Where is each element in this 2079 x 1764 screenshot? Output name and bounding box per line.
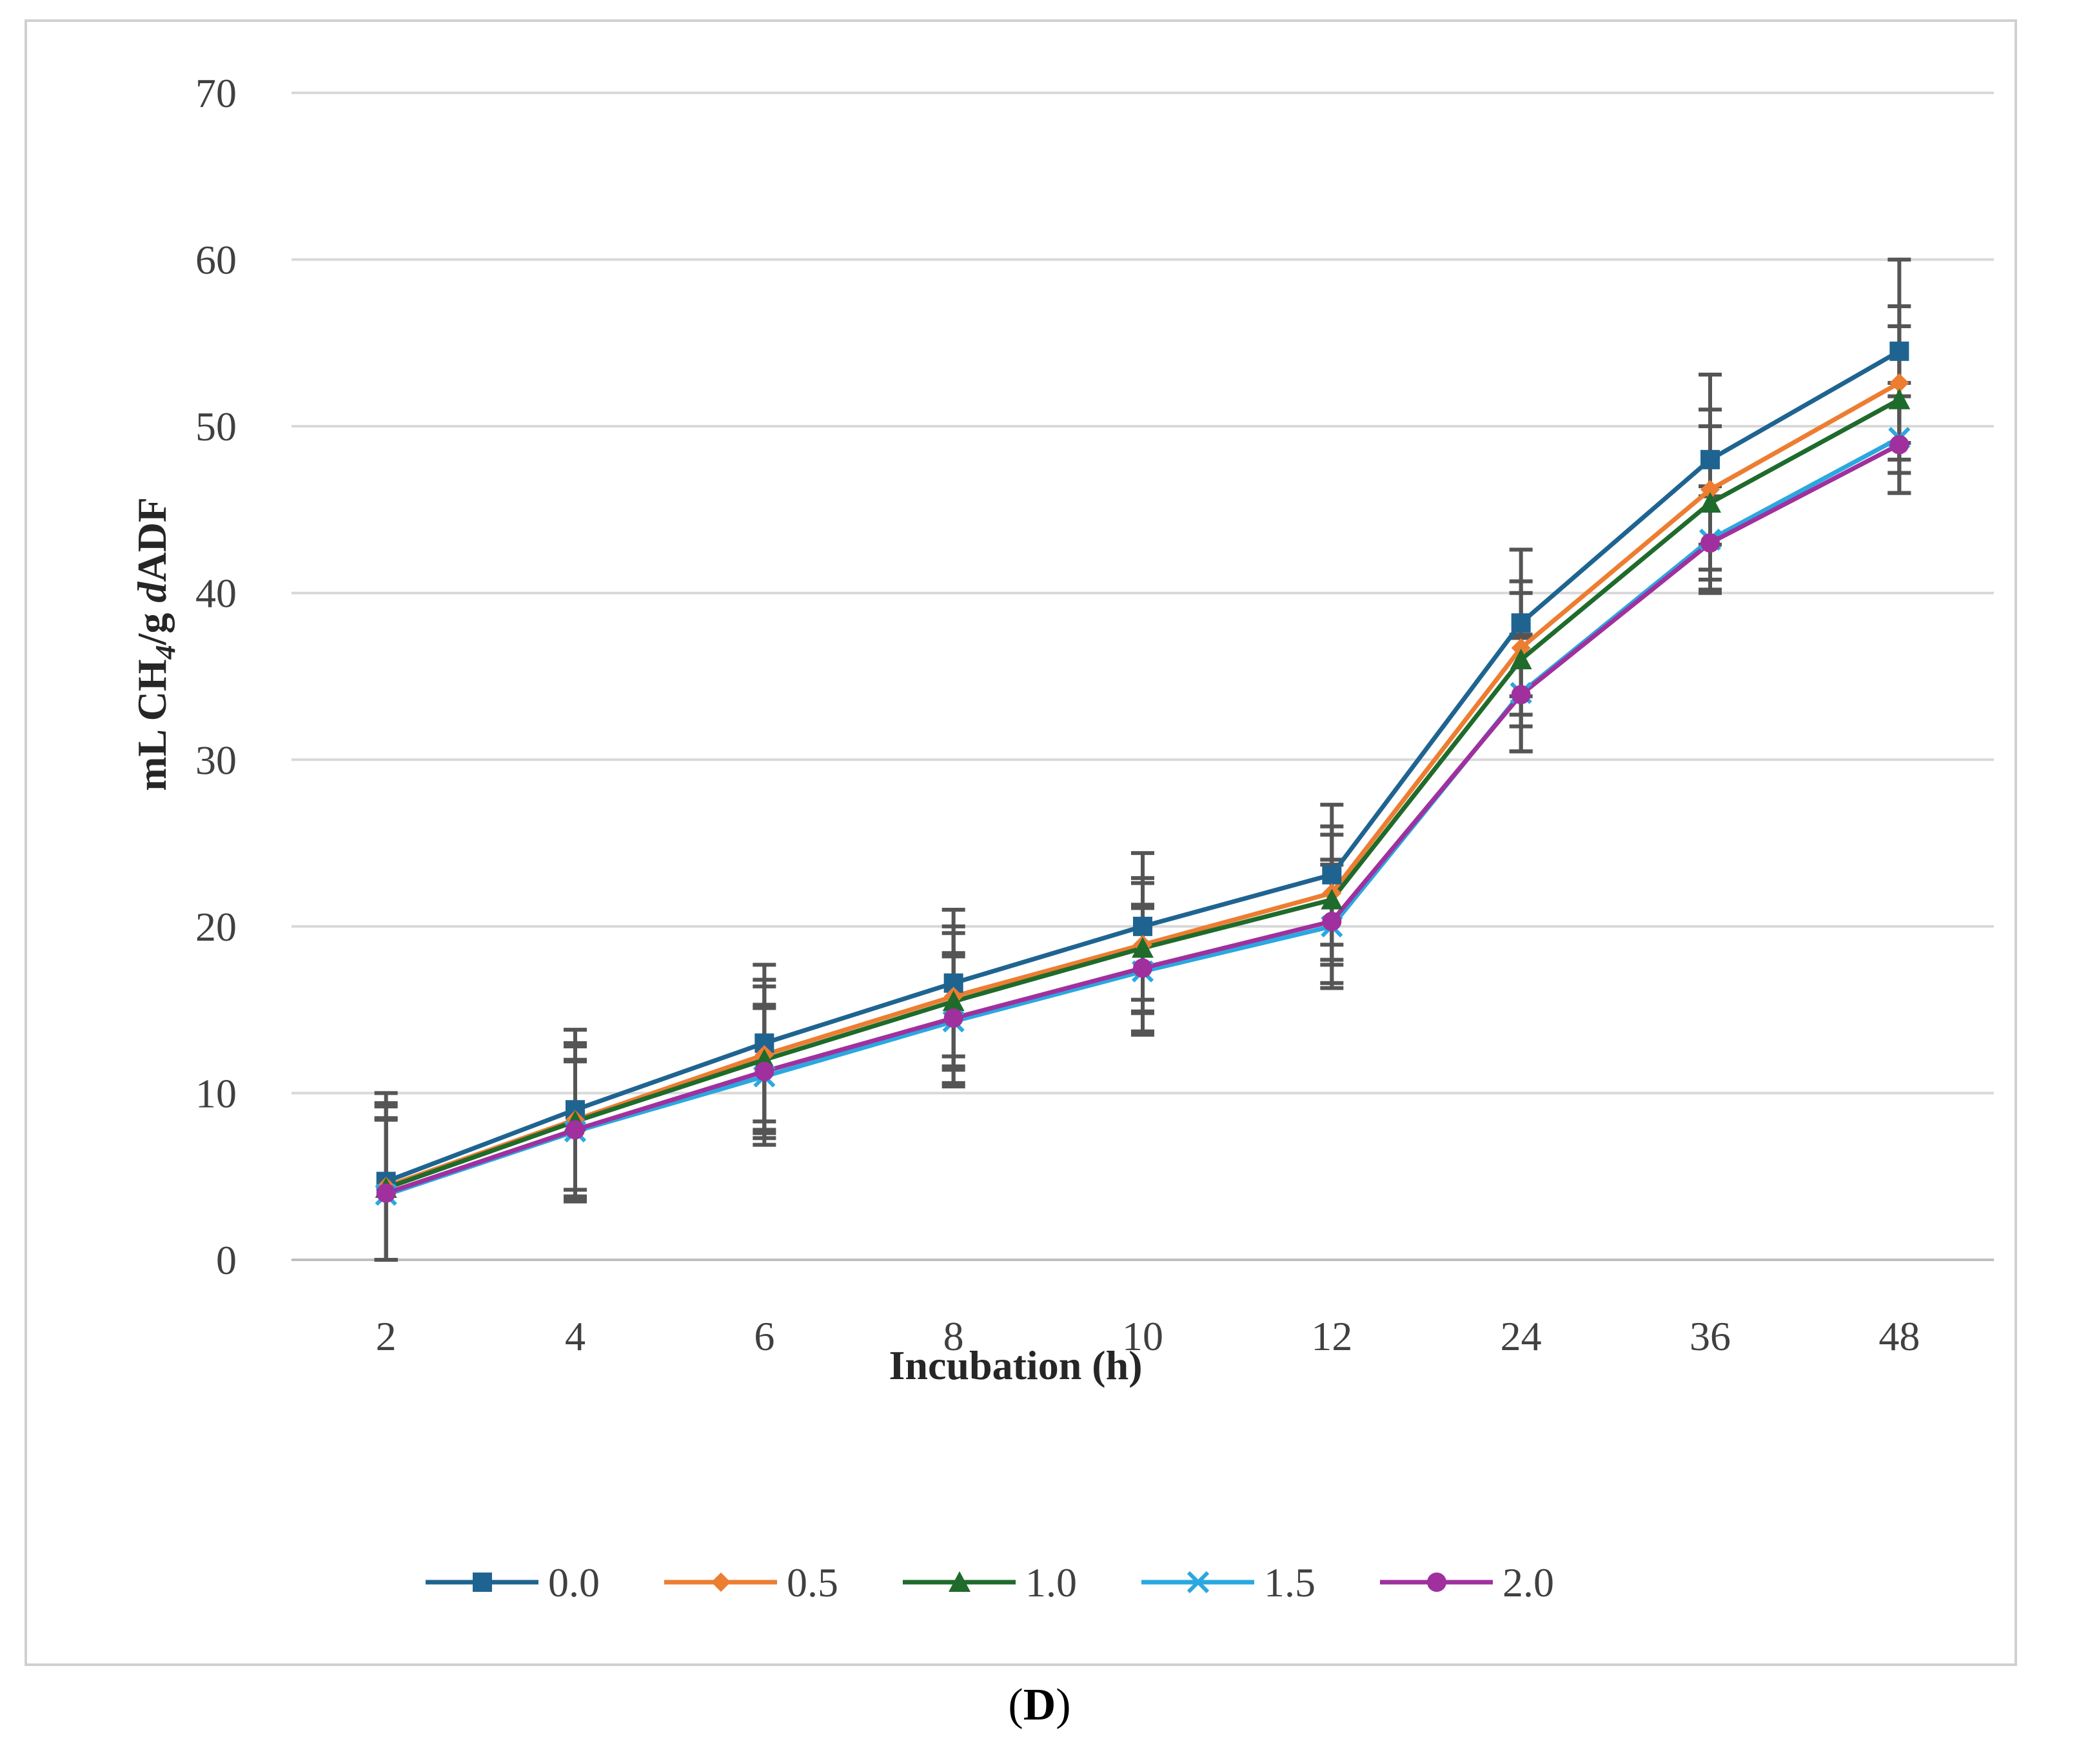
x-axis-title: Incubation (h)	[889, 1342, 1143, 1388]
y-tick-label: 30	[195, 737, 237, 783]
data-point-2.0-36	[1700, 533, 1720, 553]
series-line-1.5	[385, 436, 1900, 1197]
data-point-0.0-24	[1511, 613, 1531, 633]
data-point-2.0-8	[943, 1008, 963, 1028]
panel-label-close: )	[1056, 1680, 1071, 1730]
legend-label-1.0: 1.0	[1025, 1560, 1077, 1605]
legend-label-2.0: 2.0	[1503, 1560, 1554, 1605]
y-tick-labels: 0 10 20 30 40 50 60 70	[195, 70, 237, 1283]
data-point-2.0-6	[754, 1061, 774, 1081]
x-tick-labels: 2 4 6 8 10 12 24 36 48	[376, 1313, 1920, 1359]
data-point-1.0-8	[942, 990, 965, 1012]
x-tick-label: 36	[1690, 1313, 1731, 1359]
data-point-2.0-12	[1322, 912, 1342, 932]
panel-label-open: (	[1008, 1680, 1023, 1730]
x-tick-label: 2	[376, 1313, 397, 1359]
data-point-1.0-36	[1699, 492, 1721, 513]
chart-frame: 0 10 20 30 40 50 60 70 2 4 6 8 10 12 24 36 48 Incubatio…	[25, 19, 2017, 1666]
legend-marker-1.0	[949, 1571, 971, 1592]
data-point-1.0-10	[1132, 937, 1154, 958]
y-tick-label: 20	[195, 904, 237, 950]
x-tick-label: 10	[1122, 1313, 1163, 1359]
legend-marker-1.5	[1187, 1571, 1210, 1594]
y-tick-label: 10	[195, 1070, 237, 1116]
data-point-2.0-2	[376, 1183, 396, 1203]
data-point-2.0-24	[1511, 685, 1531, 705]
panel-label: (D)	[0, 1680, 2079, 1731]
data-point-2.0-10	[1133, 958, 1152, 978]
series-line-1.0	[385, 397, 1901, 1191]
data-point-1.0-12	[1321, 888, 1343, 910]
x-tick-label: 24	[1501, 1313, 1542, 1359]
panel-label-letter: D	[1023, 1680, 1056, 1730]
y-axis-title-middle: /g	[129, 603, 175, 646]
legend-label-1.5: 1.5	[1264, 1560, 1315, 1605]
y-axis-title: mL CH4/g dADF	[129, 497, 181, 791]
data-point-0.0-12	[1322, 865, 1342, 885]
data-point-0.5-24	[1511, 638, 1531, 658]
x-tick-label: 12	[1311, 1313, 1352, 1359]
legend-marker-0.0	[473, 1573, 492, 1592]
y-axis-title-subscript: 4	[150, 645, 181, 660]
series-line-0.0	[385, 349, 1901, 1184]
y-tick-label: 0	[216, 1237, 237, 1283]
y-tick-label: 60	[195, 237, 237, 283]
series-markers	[375, 341, 1911, 1206]
data-point-1.0-48	[1888, 388, 1911, 409]
x-tick-label: 6	[754, 1313, 774, 1359]
legend-label-0.0: 0.0	[548, 1560, 600, 1605]
series-line-0.5	[385, 380, 1901, 1189]
y-axis-title-prefix: mL CH	[129, 659, 175, 790]
legend-label-0.5: 0.5	[787, 1560, 838, 1605]
data-point-1.0-24	[1510, 649, 1532, 670]
data-point-0.0-36	[1700, 449, 1720, 469]
series-lines	[385, 349, 1901, 1197]
data-point-0.5-48	[1889, 373, 1909, 393]
series-line-2.0	[385, 442, 1900, 1195]
data-point-0.0-10	[1133, 916, 1152, 936]
gridlines	[291, 92, 1994, 1261]
y-axis-title-italic: d	[129, 582, 175, 603]
x-tick-label: 48	[1878, 1313, 1920, 1359]
y-axis-title-suffix: ADF	[129, 497, 175, 582]
x-tick-label: 4	[565, 1313, 586, 1359]
legend: 0.0 0.5 1.0 1.5 2.0	[426, 1560, 1554, 1605]
y-tick-label: 70	[195, 70, 237, 116]
data-point-2.0-48	[1889, 435, 1909, 455]
data-point-0.0-48	[1889, 341, 1909, 361]
y-tick-label: 40	[195, 571, 237, 616]
legend-marker-2.0	[1427, 1573, 1446, 1592]
x-tick-label: 8	[943, 1313, 964, 1359]
data-point-2.0-4	[566, 1120, 585, 1140]
y-tick-label: 50	[195, 404, 237, 449]
legend-marker-0.5	[711, 1573, 731, 1592]
data-point-0.5-36	[1700, 480, 1720, 500]
